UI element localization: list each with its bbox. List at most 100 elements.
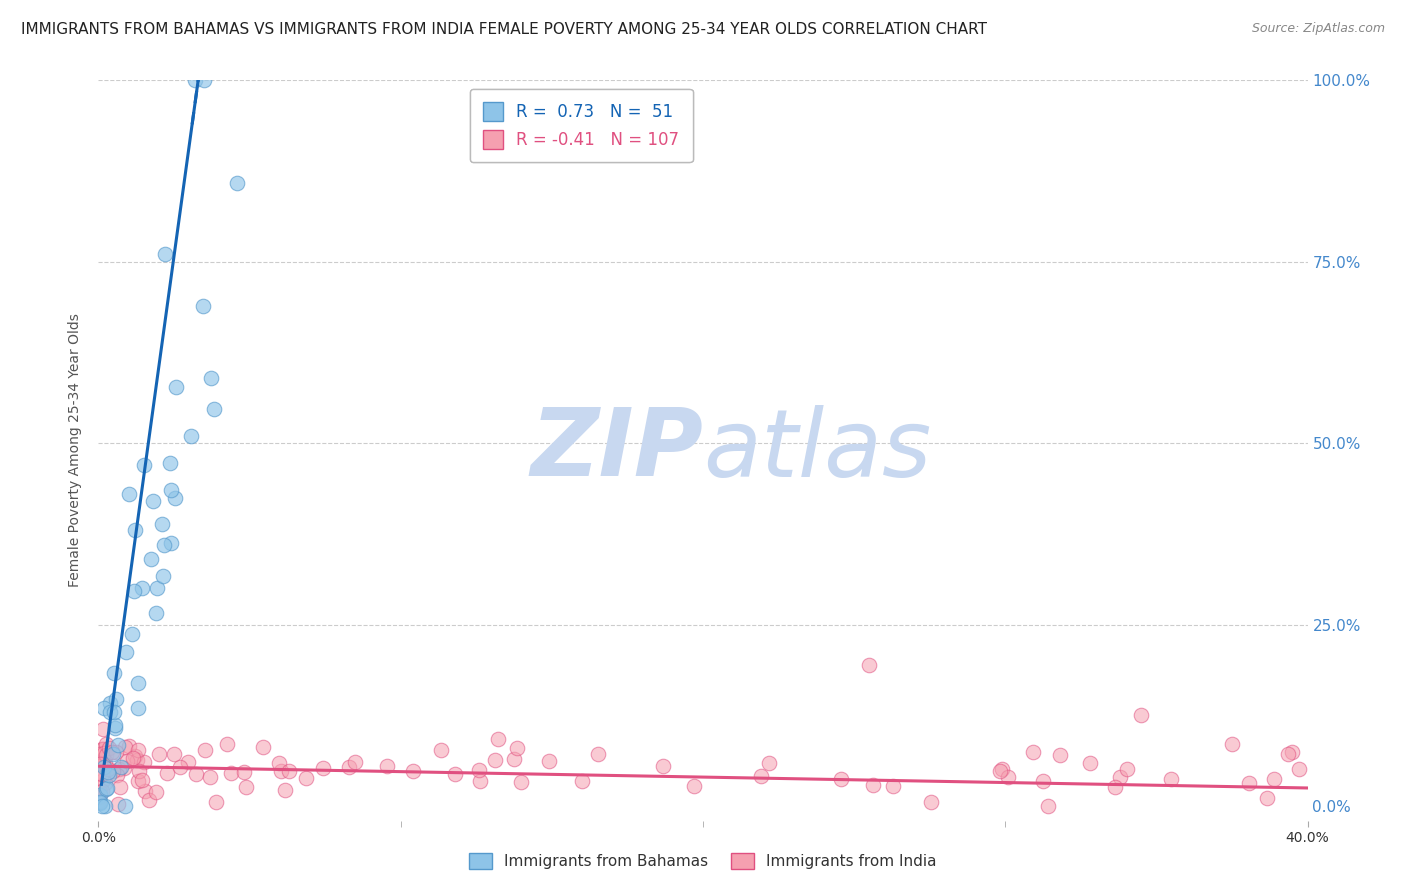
- Point: [93, 701, 115, 715]
- Point: [89, 788, 111, 802]
- Point: [104, 717, 127, 731]
- Point: [89, 797, 111, 811]
- Point: [294, 771, 316, 785]
- Point: [1036, 799, 1059, 814]
- Point: [142, 494, 165, 508]
- Point: [93, 776, 115, 790]
- Point: [127, 742, 149, 756]
- Point: [1109, 770, 1132, 784]
- Point: [98, 705, 121, 719]
- Point: [1022, 745, 1045, 759]
- Point: [124, 524, 146, 538]
- Point: [186, 766, 208, 780]
- Point: [1281, 745, 1303, 759]
- Point: [153, 247, 176, 261]
- Point: [114, 739, 136, 754]
- Point: [97, 763, 120, 777]
- Point: [193, 73, 215, 87]
- Point: [160, 536, 183, 550]
- Point: [177, 755, 200, 769]
- Point: [89, 756, 111, 771]
- Point: [274, 782, 297, 797]
- Point: [91, 757, 114, 772]
- Point: [89, 765, 111, 780]
- Text: Source: ZipAtlas.com: Source: ZipAtlas.com: [1251, 22, 1385, 36]
- Legend: Immigrants from Bahamas, Immigrants from India: Immigrants from Bahamas, Immigrants from…: [463, 847, 943, 875]
- Point: [225, 176, 247, 190]
- Point: [1049, 748, 1071, 763]
- Point: [114, 761, 136, 775]
- Point: [107, 739, 129, 753]
- Point: [96, 764, 118, 779]
- Point: [110, 760, 132, 774]
- Point: [509, 775, 531, 789]
- Point: [127, 774, 149, 789]
- Point: [651, 759, 673, 773]
- Point: [1237, 776, 1260, 790]
- Point: [103, 666, 125, 681]
- Point: [148, 747, 170, 761]
- Point: [145, 785, 167, 799]
- Point: [470, 774, 492, 789]
- Point: [134, 784, 156, 798]
- Point: [96, 747, 118, 762]
- Point: [89, 789, 111, 804]
- Point: [115, 645, 138, 659]
- Point: [107, 797, 129, 811]
- Point: [232, 765, 254, 780]
- Point: [484, 753, 506, 767]
- Point: [91, 741, 114, 756]
- Point: [202, 402, 225, 417]
- Point: [127, 701, 149, 715]
- Point: [138, 793, 160, 807]
- Point: [402, 764, 425, 778]
- Point: [91, 783, 114, 797]
- Point: [103, 705, 125, 719]
- Point: [862, 778, 884, 792]
- Point: [153, 538, 176, 552]
- Point: [1116, 763, 1139, 777]
- Point: [101, 747, 124, 762]
- Point: [145, 606, 167, 620]
- Point: [1130, 708, 1153, 723]
- Point: [506, 741, 529, 756]
- Point: [131, 582, 153, 596]
- Point: [468, 764, 491, 778]
- Point: [444, 767, 467, 781]
- Point: [200, 371, 222, 385]
- Point: [90, 767, 112, 781]
- Point: [94, 799, 117, 814]
- Point: [150, 517, 173, 532]
- Point: [205, 795, 228, 809]
- Point: [89, 747, 111, 761]
- Point: [571, 774, 593, 789]
- Point: [858, 657, 880, 672]
- Point: [90, 742, 112, 756]
- Point: [122, 751, 145, 765]
- Point: [145, 581, 167, 595]
- Point: [122, 583, 145, 598]
- Point: [159, 456, 181, 470]
- Point: [96, 780, 118, 795]
- Point: [91, 772, 114, 787]
- Point: [312, 761, 335, 775]
- Point: [160, 483, 183, 497]
- Point: [194, 743, 217, 757]
- Point: [94, 781, 117, 796]
- Point: [830, 772, 852, 787]
- Point: [165, 491, 187, 506]
- Point: [93, 760, 115, 774]
- Point: [1277, 747, 1299, 761]
- Point: [89, 785, 111, 799]
- Point: [503, 752, 526, 766]
- Point: [1256, 791, 1278, 805]
- Point: [990, 764, 1012, 779]
- Point: [139, 551, 162, 566]
- Point: [486, 732, 509, 747]
- Point: [163, 747, 186, 761]
- Point: [1078, 756, 1101, 771]
- Point: [156, 765, 179, 780]
- Point: [98, 696, 121, 710]
- Point: [105, 768, 128, 782]
- Point: [132, 458, 155, 472]
